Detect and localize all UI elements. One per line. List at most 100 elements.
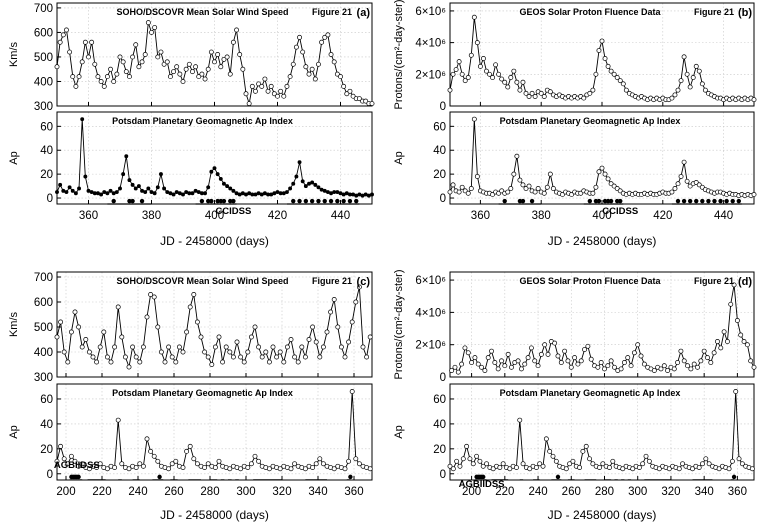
event-marker: [231, 198, 236, 204]
data-point: [724, 339, 730, 344]
data-point: [749, 466, 755, 472]
ytick-label: 0: [440, 469, 446, 481]
data-point: [324, 329, 330, 335]
data-point: [526, 183, 532, 189]
data-point: [212, 166, 217, 171]
data-point: [92, 61, 98, 67]
data-point: [144, 314, 150, 320]
data-point: [514, 79, 520, 85]
data-point: [706, 461, 712, 467]
data-point: [465, 75, 471, 80]
data-point: [490, 466, 496, 472]
data-point: [608, 358, 614, 364]
data-point: [104, 466, 110, 472]
data-point: [317, 354, 323, 360]
data-point: [695, 364, 700, 370]
data-point: [320, 461, 326, 467]
data-point: [238, 466, 244, 472]
data-point: [205, 66, 211, 72]
data-point: [493, 62, 499, 68]
data-point: [111, 191, 116, 196]
xtick-label: 300: [236, 486, 255, 498]
data-point: [115, 304, 121, 310]
y-axis-label: Ap: [393, 151, 405, 164]
data-point: [496, 71, 502, 77]
data-point: [212, 344, 218, 350]
data-point: [82, 39, 88, 45]
data-point: [184, 190, 189, 195]
data-point: [155, 54, 161, 60]
subplot-d-top: 0 2×10⁶ 4×10⁶ 6×10⁶ GEOS Solar Proton Fluenc…: [393, 269, 757, 384]
data-point: [465, 350, 471, 356]
y-axis-label: Ap: [8, 425, 20, 438]
data-point: [272, 191, 277, 196]
data-point: [366, 193, 371, 198]
data-point: [86, 466, 92, 472]
data-point: [511, 68, 517, 74]
subplot-a-top: 300 400 500 600 700 SOHO/DSCOVR Mean Solar Wi…: [8, 2, 375, 113]
event-marker: [206, 198, 211, 204]
data-point: [638, 353, 644, 359]
event-label: CCIDSS: [602, 206, 638, 217]
data-point: [148, 292, 154, 297]
data-point: [538, 351, 544, 357]
xtick-label: 380: [532, 210, 551, 222]
data-point: [572, 355, 578, 361]
data-point: [105, 191, 110, 196]
panel-d: 0 2×10⁶ 4×10⁶ 6×10⁶ GEOS Solar Proton Fluenc…: [393, 269, 757, 522]
data-point: [721, 329, 727, 335]
data-point: [344, 191, 349, 196]
data-point: [275, 93, 280, 99]
data-point: [640, 461, 646, 467]
data-point: [313, 461, 319, 467]
data-point: [582, 347, 588, 352]
data-point: [532, 94, 538, 99]
data-point: [275, 190, 280, 195]
data-point: [469, 360, 475, 365]
data-point: [216, 334, 222, 340]
data-point: [300, 179, 305, 184]
data-point: [169, 461, 175, 467]
ytick-label: 20: [433, 169, 446, 181]
data-point: [514, 153, 520, 159]
data-point: [117, 54, 123, 60]
data-point: [218, 64, 224, 70]
data-point: [751, 97, 757, 103]
data-point: [312, 76, 318, 82]
panel-tag: (c): [357, 276, 371, 288]
data-point: [284, 83, 290, 89]
data-point: [598, 360, 604, 365]
xtick-label: 380: [142, 210, 161, 222]
data-point: [140, 188, 144, 193]
data-point: [121, 172, 126, 177]
event-marker: [731, 474, 737, 480]
data-point: [341, 192, 346, 197]
data-point: [587, 90, 593, 96]
data-point: [61, 456, 67, 462]
data-point: [369, 101, 375, 106]
xtick-label: 300: [628, 486, 647, 498]
ytick-label: 6×10⁶: [415, 6, 446, 18]
data-point: [543, 436, 549, 442]
data-point: [468, 52, 474, 58]
figure-label: Figure 21: [694, 276, 734, 286]
event-marker: [555, 474, 561, 480]
data-point: [731, 282, 737, 288]
data-point: [360, 193, 365, 198]
data-point: [590, 87, 596, 93]
data-point: [98, 79, 104, 84]
ytick-label: 4×10⁶: [415, 307, 446, 319]
data-point: [701, 348, 707, 354]
data-point: [137, 461, 143, 467]
data-point: [97, 344, 103, 350]
data-point: [297, 160, 302, 165]
data-point: [338, 191, 343, 196]
data-point: [203, 191, 207, 196]
data-point: [292, 354, 298, 360]
xtick-label: 360: [471, 210, 490, 222]
data-point: [86, 188, 91, 193]
data-point: [221, 56, 227, 62]
data-point: [474, 453, 480, 459]
data-point: [347, 88, 353, 94]
data-point: [58, 182, 63, 187]
